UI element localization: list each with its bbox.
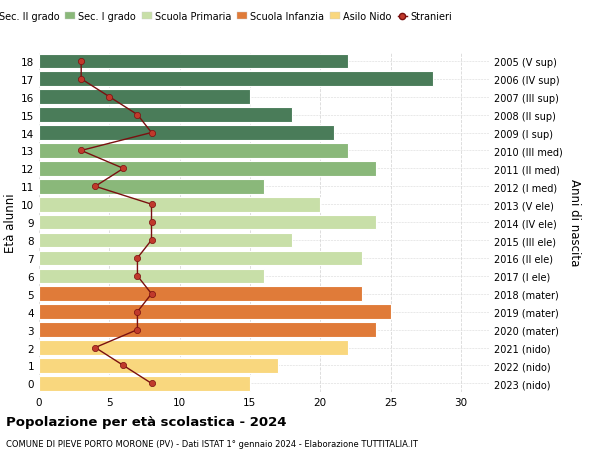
Bar [39, 126, 334, 140]
Bar [39, 269, 264, 284]
Bar [39, 287, 362, 302]
Y-axis label: Anni di nascita: Anni di nascita [568, 179, 581, 266]
Bar [39, 323, 377, 337]
Text: COMUNE DI PIEVE PORTO MORONE (PV) - Dati ISTAT 1° gennaio 2024 - Elaborazione TU: COMUNE DI PIEVE PORTO MORONE (PV) - Dati… [6, 439, 418, 448]
Bar [39, 341, 349, 355]
Text: Popolazione per età scolastica - 2024: Popolazione per età scolastica - 2024 [6, 415, 287, 428]
Bar [39, 55, 349, 69]
Bar [39, 197, 320, 212]
Bar [39, 376, 250, 391]
Bar [39, 179, 264, 194]
Bar [39, 72, 433, 87]
Bar [39, 358, 278, 373]
Bar [39, 251, 362, 266]
Bar [39, 305, 391, 319]
Bar [39, 144, 349, 158]
Bar [39, 162, 377, 176]
Legend: Sec. II grado, Sec. I grado, Scuola Primaria, Scuola Infanzia, Asilo Nido, Stran: Sec. II grado, Sec. I grado, Scuola Prim… [0, 8, 456, 26]
Bar [39, 215, 377, 230]
Bar [39, 108, 292, 123]
Bar [39, 233, 292, 248]
Y-axis label: Età alunni: Età alunni [4, 193, 17, 252]
Bar [39, 90, 250, 105]
